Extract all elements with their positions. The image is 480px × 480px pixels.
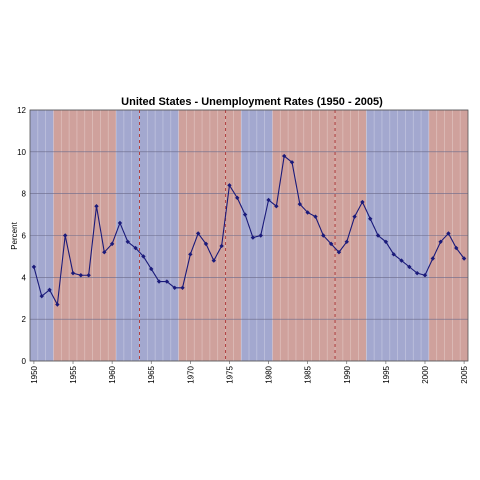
data-point-1956 xyxy=(78,273,84,278)
x-tick-1970: 1970 xyxy=(186,365,195,383)
x-tick-1950: 1950 xyxy=(30,365,39,383)
data-point-2002 xyxy=(438,239,443,244)
data-point-1983 xyxy=(289,160,295,165)
data-point-1990 xyxy=(344,239,349,244)
data-point-1970 xyxy=(188,252,193,257)
x-tick-1960: 1960 xyxy=(108,365,117,383)
data-point-1979 xyxy=(258,233,263,238)
data-point-1968 xyxy=(172,285,177,290)
data-point-1988 xyxy=(328,241,334,247)
data-point-1951 xyxy=(39,293,44,299)
data-point-1973 xyxy=(211,258,217,263)
x-tick-labels: 1950 1955 1960 1965 1970 1975 1980 1985 1990 1995… xyxy=(30,361,469,384)
data-point-1984 xyxy=(297,201,303,207)
plot-frame xyxy=(29,109,469,362)
data-point-1965 xyxy=(149,266,154,272)
axes xyxy=(29,109,469,362)
x-tick-2005: 2005 xyxy=(460,365,469,383)
data-point-1952 xyxy=(47,287,52,293)
x-tick-1985: 1985 xyxy=(304,365,313,383)
x-tick-1980: 1980 xyxy=(265,365,274,383)
x-tick-1990: 1990 xyxy=(343,365,352,383)
x-tick-1975: 1975 xyxy=(225,365,234,383)
data-point-1962 xyxy=(125,239,130,244)
data-point-2003 xyxy=(446,231,451,236)
x-tick-2000: 2000 xyxy=(421,365,430,383)
x-tick-1955: 1955 xyxy=(69,365,78,383)
data-point-2000 xyxy=(422,273,428,278)
data-point-2001 xyxy=(430,256,436,261)
data-point-1958 xyxy=(94,204,99,209)
data-point-1989 xyxy=(336,250,342,255)
data-point-1985 xyxy=(305,210,310,215)
data-point-1963 xyxy=(133,245,138,251)
data-point-1950 xyxy=(31,264,37,270)
y-tick-0: 0 xyxy=(22,357,27,366)
data-point-1969 xyxy=(180,285,185,290)
data-point-1999 xyxy=(414,270,420,276)
data-point-1986 xyxy=(313,214,318,219)
data-point-1992 xyxy=(360,199,365,205)
data-point-1996 xyxy=(391,252,396,257)
data-point-1982 xyxy=(281,153,287,159)
data-point-1995 xyxy=(383,239,389,244)
data-point-1975 xyxy=(227,183,232,188)
data-point-2004 xyxy=(454,245,459,251)
data-point-1997 xyxy=(399,258,404,263)
data-point-1993 xyxy=(368,216,373,221)
y-tick-labels: 0 2 4 6 8 10 12 xyxy=(17,106,26,366)
y-tick-8: 8 xyxy=(22,190,27,199)
data-point-1971 xyxy=(195,231,201,236)
data-point-1972 xyxy=(203,241,209,247)
data-point-1981 xyxy=(274,204,279,209)
data-point-1967 xyxy=(164,279,170,284)
x-tick-1965: 1965 xyxy=(147,365,156,383)
data-point-1957 xyxy=(86,273,91,278)
y-tick-12: 12 xyxy=(17,106,26,115)
data-point-2005 xyxy=(461,256,467,261)
data-point-1960 xyxy=(109,241,115,247)
y-tick-10: 10 xyxy=(17,148,26,157)
data-point-1991 xyxy=(352,214,357,219)
data-point-1978 xyxy=(250,235,256,240)
y-tick-2: 2 xyxy=(22,315,27,324)
chart-title: United States - Unemployment Rates (1950… xyxy=(121,96,383,108)
series-line-0 xyxy=(33,154,465,307)
y-tick-6: 6 xyxy=(22,232,27,241)
y-axis-label: Percent xyxy=(10,221,19,249)
data-point-1961 xyxy=(117,220,123,226)
y-tick-4: 4 xyxy=(22,273,27,282)
data-point-1964 xyxy=(141,254,146,259)
data-point-1959 xyxy=(102,250,107,255)
data-point-1974 xyxy=(219,243,224,249)
data-point-1976 xyxy=(235,195,240,201)
data-point-1987 xyxy=(321,233,326,238)
data-point-1953 xyxy=(55,302,60,307)
data-point-1955 xyxy=(70,270,76,276)
data-point-1998 xyxy=(407,264,412,270)
data-point-1980 xyxy=(266,197,271,203)
series-unemployment xyxy=(31,153,467,307)
data-point-1977 xyxy=(242,212,248,217)
data-point-1954 xyxy=(62,233,68,238)
data-point-1994 xyxy=(375,233,381,238)
data-point-1966 xyxy=(156,279,162,284)
x-tick-1995: 1995 xyxy=(382,365,391,383)
